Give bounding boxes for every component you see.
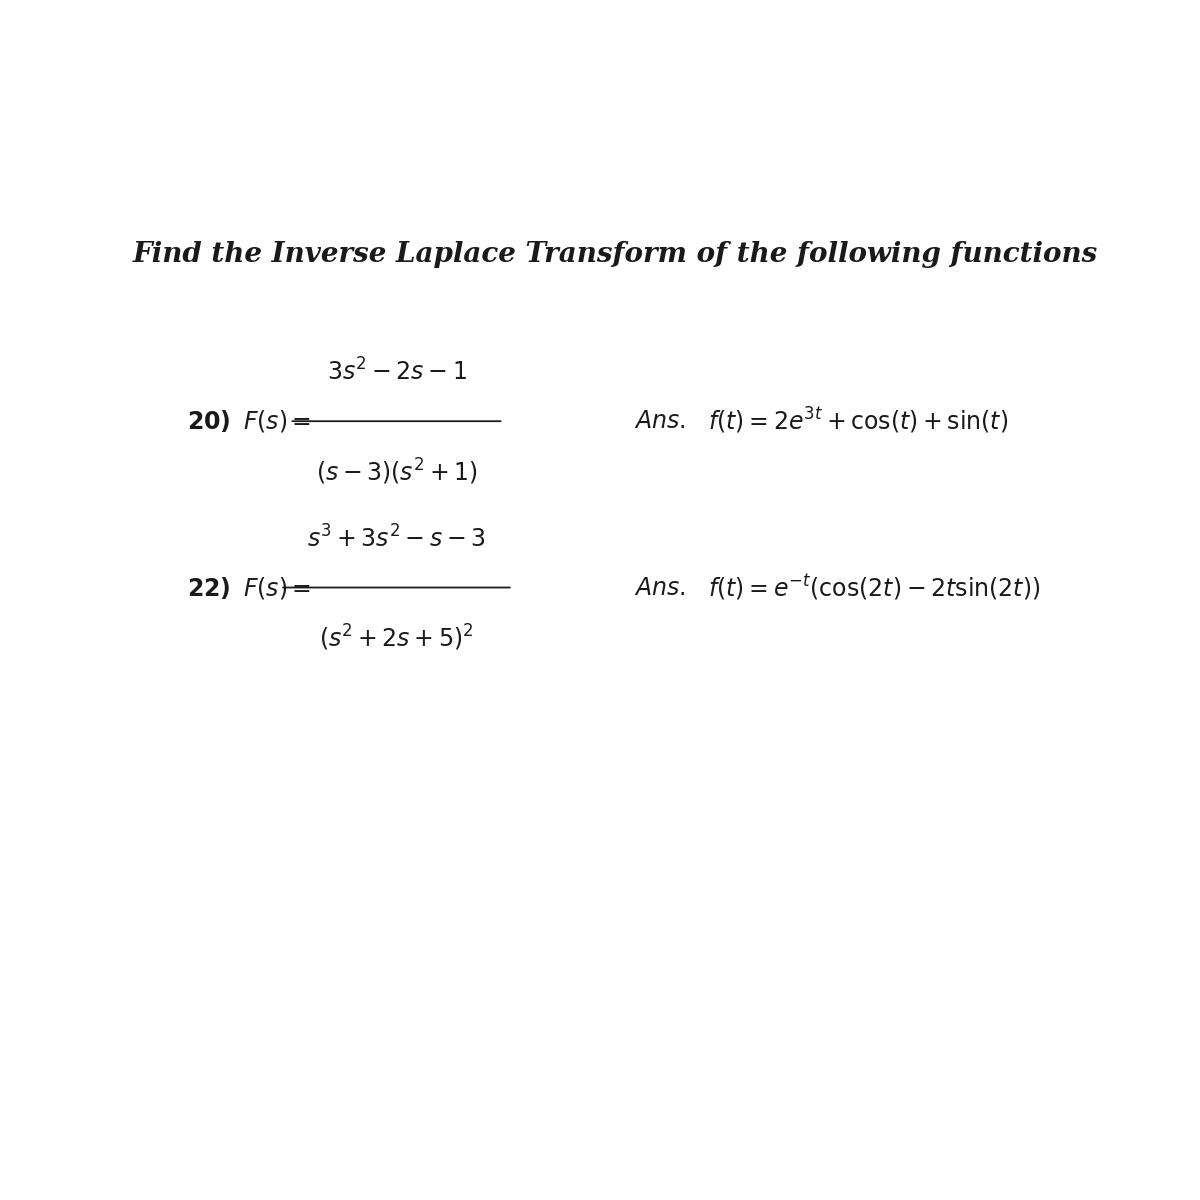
Text: $\mathit{Ans.}$: $\mathit{Ans.}$: [634, 576, 685, 600]
Text: $(s-3)(s^2+1)$: $(s-3)(s^2+1)$: [316, 456, 478, 486]
Text: $s^3+3s^2-s-3$: $s^3+3s^2-s-3$: [307, 526, 486, 552]
Text: $\mathbf{20)}$: $\mathbf{20)}$: [187, 408, 230, 434]
Text: $F(s)=$: $F(s)=$: [242, 408, 311, 434]
Text: Find the Inverse Laplace Transform of the following functions: Find the Inverse Laplace Transform of th…: [132, 241, 1098, 269]
Text: $\mathit{Ans.}$: $\mathit{Ans.}$: [634, 409, 685, 433]
Text: $f(t)=e^{-t}(\cos(2t)-2t\sin(2t))$: $f(t)=e^{-t}(\cos(2t)-2t\sin(2t))$: [708, 572, 1040, 602]
Text: $f(t)=2e^{3t}+\cos(t)+\sin(t)$: $f(t)=2e^{3t}+\cos(t)+\sin(t)$: [708, 406, 1008, 437]
Text: $(s^2+2s+5)^2$: $(s^2+2s+5)^2$: [319, 623, 474, 653]
Text: $F(s)=$: $F(s)=$: [242, 575, 311, 600]
Text: $3s^2-2s-1$: $3s^2-2s-1$: [326, 359, 467, 386]
Text: $\mathbf{22)}$: $\mathbf{22)}$: [187, 575, 230, 600]
